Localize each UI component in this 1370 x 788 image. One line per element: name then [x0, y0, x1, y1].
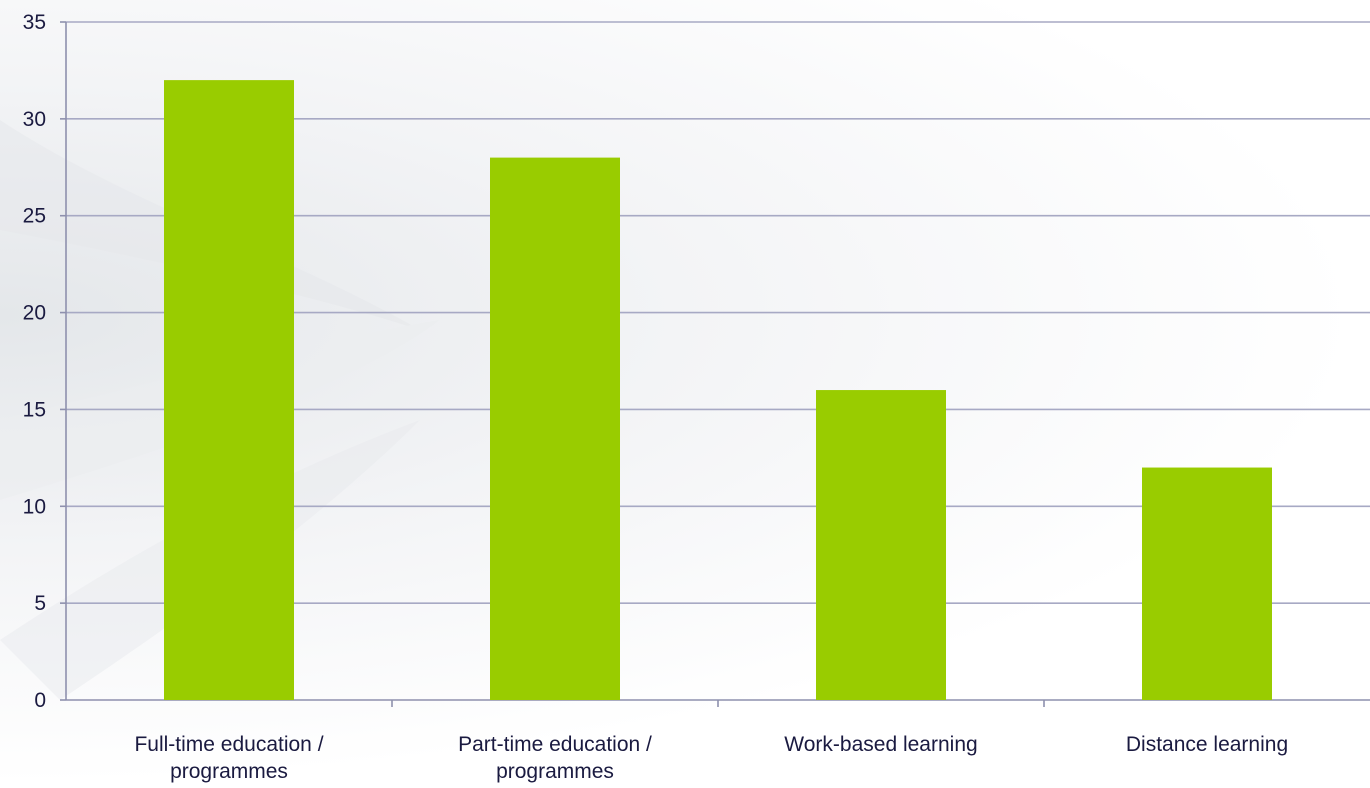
x-tick-labels: Full-time education / programmes Part-time… [134, 733, 1288, 783]
bar [490, 157, 620, 701]
bar [164, 80, 294, 701]
y-tick-label: 35 [23, 11, 46, 34]
y-tick-label: 0 [34, 689, 46, 712]
y-tick-label: 25 [23, 205, 46, 228]
x-tick-label: Distance learning [1126, 733, 1288, 756]
y-tick-label: 15 [23, 398, 46, 421]
x-tick-label: Full-time education / [134, 733, 323, 756]
x-tick-label: programmes [170, 760, 288, 783]
y-tick-label: 30 [23, 108, 46, 131]
y-tick-label: 5 [34, 592, 46, 615]
bar [1142, 467, 1272, 700]
bars [164, 80, 1272, 701]
x-tick-label: Work-based learning [784, 733, 977, 756]
x-tick-label: programmes [496, 760, 614, 783]
y-tick-labels: 0 5 10 15 20 25 30 35 [23, 11, 46, 712]
x-tick-label: Part-time education / [458, 733, 652, 756]
y-tick-label: 10 [23, 495, 46, 518]
y-tick-label: 20 [23, 302, 46, 325]
bar [816, 390, 946, 700]
